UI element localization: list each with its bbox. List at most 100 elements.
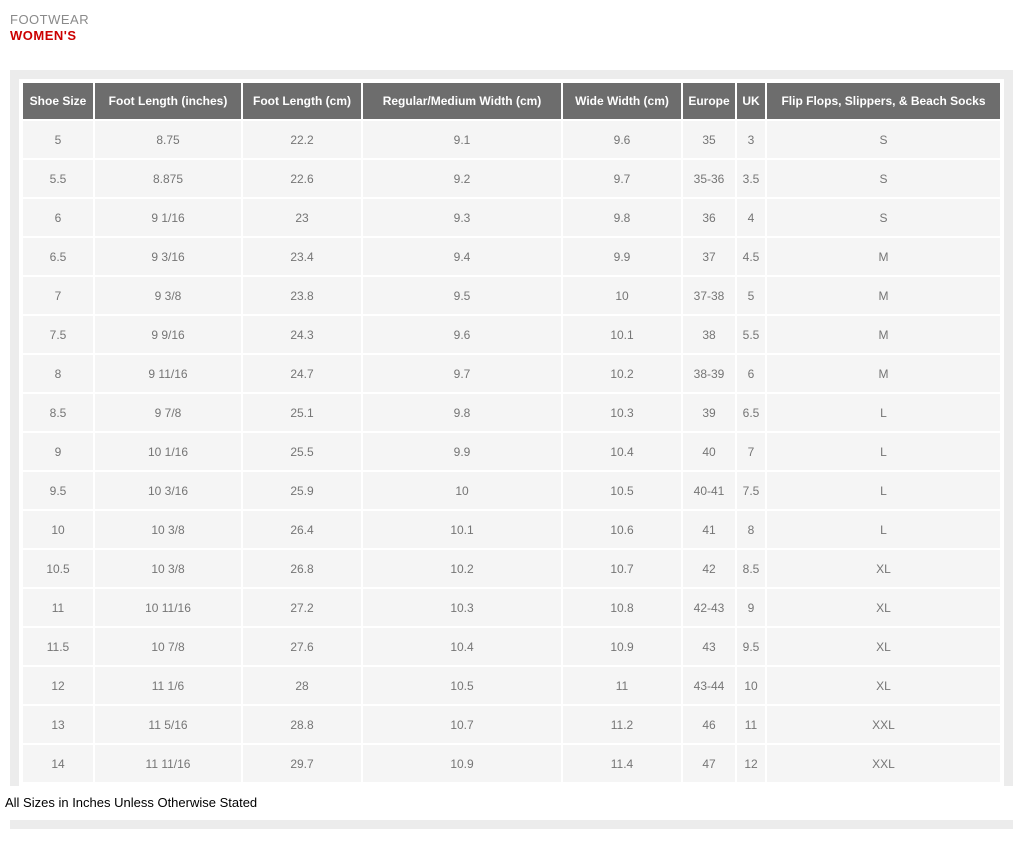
table-cell: 7.5: [23, 316, 93, 353]
table-cell: 5.5: [737, 316, 765, 353]
table-row: 13 11 5/16 28.8 10.7 11.2 46 11 XXL: [23, 706, 1000, 743]
table-cell: L: [767, 433, 1000, 470]
table-cell: 40-41: [683, 472, 735, 509]
table-cell: 10.7: [563, 550, 681, 587]
header-row: Shoe Size Foot Length (inches) Foot Length…: [23, 83, 1000, 119]
table-cell: 8.75: [95, 121, 241, 158]
table-cell: 46: [683, 706, 735, 743]
table-cell: XL: [767, 667, 1000, 704]
table-cell: 10 11/16: [95, 589, 241, 626]
table-cell: 23.8: [243, 277, 361, 314]
table-cell: 9.5: [363, 277, 561, 314]
title-block: FOOTWEAR WOMEN'S: [0, 0, 1024, 43]
table-cell: 8: [23, 355, 93, 392]
table-cell: 23.4: [243, 238, 361, 275]
table-cell: XL: [767, 589, 1000, 626]
table-cell: 3.5: [737, 160, 765, 197]
table-cell: 6.5: [737, 394, 765, 431]
table-cell: 6: [737, 355, 765, 392]
table-cell: S: [767, 160, 1000, 197]
table-cell: 9 1/16: [95, 199, 241, 236]
table-cell: 3: [737, 121, 765, 158]
table-cell: 10 1/16: [95, 433, 241, 470]
table-cell: 28: [243, 667, 361, 704]
column-header: UK: [737, 83, 765, 119]
table-cell: 38-39: [683, 355, 735, 392]
table-cell: 10.3: [563, 394, 681, 431]
table-cell: 35-36: [683, 160, 735, 197]
table-cell: XXL: [767, 706, 1000, 743]
table-cell: 26.8: [243, 550, 361, 587]
table-row: 11.5 10 7/8 27.6 10.4 10.9 43 9.5 XL: [23, 628, 1000, 665]
table-cell: 28.8: [243, 706, 361, 743]
table-cell: L: [767, 394, 1000, 431]
column-header: Foot Length (inches): [95, 83, 241, 119]
table-cell: 10.9: [563, 628, 681, 665]
table-row: 12 11 1/6 28 10.5 11 43-44 10 XL: [23, 667, 1000, 704]
table-body: 5 8.75 22.2 9.1 9.6 35 3 S 5.5 8.875 22.6 9.2 9.7 35-…: [23, 121, 1000, 782]
column-header: Regular/Medium Width (cm): [363, 83, 561, 119]
table-cell: 9 9/16: [95, 316, 241, 353]
table-cell: 10: [737, 667, 765, 704]
table-cell: 10.2: [563, 355, 681, 392]
table-cell: L: [767, 511, 1000, 548]
table-cell: 10.8: [563, 589, 681, 626]
table-cell: 9: [23, 433, 93, 470]
table-cell: 11: [563, 667, 681, 704]
table-cell: 22.2: [243, 121, 361, 158]
table-cell: XXL: [767, 745, 1000, 782]
table-cell: S: [767, 121, 1000, 158]
table-cell: 4.5: [737, 238, 765, 275]
table-cell: 40: [683, 433, 735, 470]
table-cell: 9.5: [23, 472, 93, 509]
table-cell: XL: [767, 628, 1000, 665]
table-cell: 27.2: [243, 589, 361, 626]
table-cell: 7: [737, 433, 765, 470]
table-row: 10.5 10 3/8 26.8 10.2 10.7 42 8.5 XL: [23, 550, 1000, 587]
table-cell: 9.9: [363, 433, 561, 470]
table-row: 9.5 10 3/16 25.9 10 10.5 40-41 7.5 L: [23, 472, 1000, 509]
table-row: 14 11 11/16 29.7 10.9 11.4 47 12 XXL: [23, 745, 1000, 782]
table-cell: XL: [767, 550, 1000, 587]
table-cell: 9.1: [363, 121, 561, 158]
table-cell: 11.5: [23, 628, 93, 665]
table-cell: 47: [683, 745, 735, 782]
table-cell: M: [767, 238, 1000, 275]
table-cell: 35: [683, 121, 735, 158]
table-cell: 10.5: [23, 550, 93, 587]
table-row: 5.5 8.875 22.6 9.2 9.7 35-36 3.5 S: [23, 160, 1000, 197]
table-row: 8.5 9 7/8 25.1 9.8 10.3 39 6.5 L: [23, 394, 1000, 431]
table-cell: M: [767, 355, 1000, 392]
column-header: Foot Length (cm): [243, 83, 361, 119]
size-chart-table: Shoe Size Foot Length (inches) Foot Length…: [21, 81, 1002, 784]
table-cell: 10.3: [363, 589, 561, 626]
table-cell: 25.1: [243, 394, 361, 431]
table-cell: 10.1: [563, 316, 681, 353]
panel-bottom-border: [10, 820, 1013, 829]
table-cell: 42: [683, 550, 735, 587]
table-cell: 9: [737, 589, 765, 626]
table-cell: 9.5: [737, 628, 765, 665]
table-cell: 9 3/16: [95, 238, 241, 275]
table-row: 5 8.75 22.2 9.1 9.6 35 3 S: [23, 121, 1000, 158]
table-cell: 10.6: [563, 511, 681, 548]
table-cell: 10.5: [363, 667, 561, 704]
table-cell: 24.3: [243, 316, 361, 353]
table-cell: 9 7/8: [95, 394, 241, 431]
table-cell: 10: [363, 472, 561, 509]
table-cell: 10 3/8: [95, 550, 241, 587]
table-cell: 12: [737, 745, 765, 782]
table-cell: 10.4: [563, 433, 681, 470]
table-cell: 9 3/8: [95, 277, 241, 314]
table-cell: 25.5: [243, 433, 361, 470]
table-cell: 10 7/8: [95, 628, 241, 665]
table-cell: 7.5: [737, 472, 765, 509]
table-cell: 10: [563, 277, 681, 314]
table-cell: M: [767, 277, 1000, 314]
table-cell: 13: [23, 706, 93, 743]
table-cell: 9.8: [363, 394, 561, 431]
table-cell: 10: [23, 511, 93, 548]
table-cell: 11 11/16: [95, 745, 241, 782]
